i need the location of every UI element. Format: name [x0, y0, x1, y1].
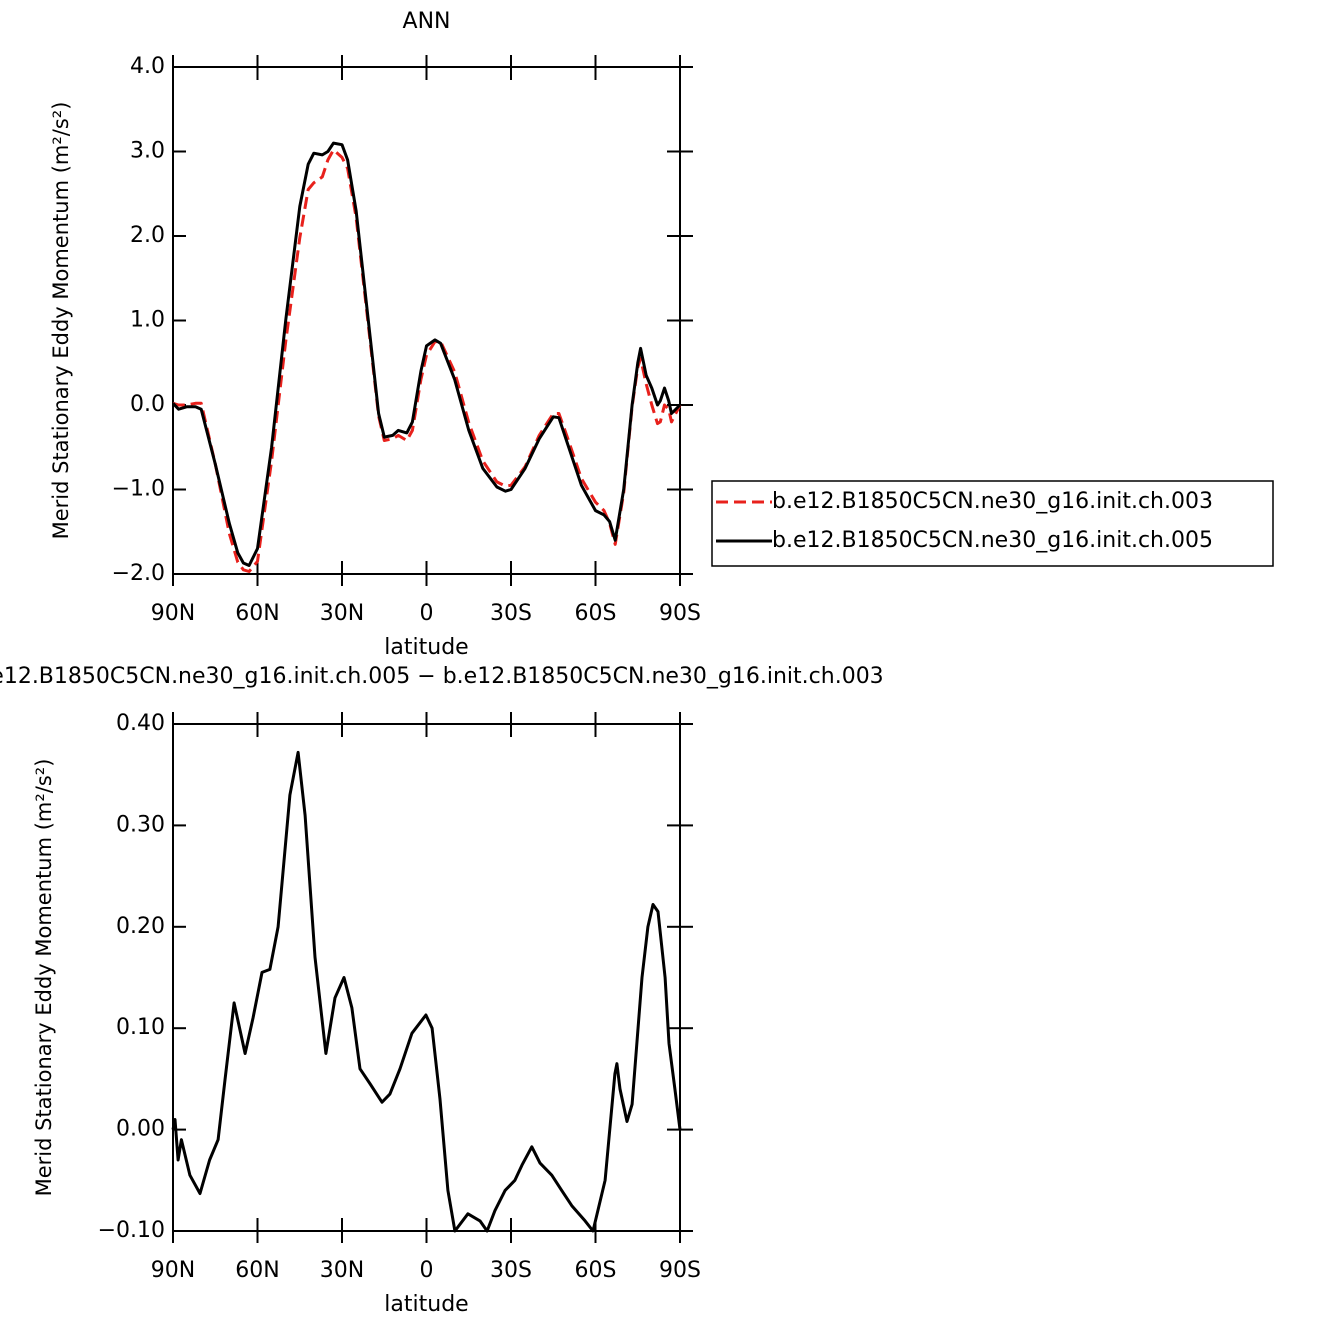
y-axis-label: Merid Stationary Eddy Momentum (m²/s²)	[32, 759, 56, 1197]
x-tick-label: 30S	[490, 1258, 532, 1283]
x-tick-label: 30S	[490, 601, 532, 626]
chart-title: b.e12.B1850C5CN.ne30_g16.init.ch.005 − b…	[0, 664, 884, 689]
y-tick-label: −0.10	[98, 1218, 165, 1243]
data-line	[171, 750, 682, 1233]
y-tick-label: 0.30	[116, 812, 165, 837]
x-tick-label: 60S	[575, 1258, 617, 1283]
y-tick-label: 0.10	[116, 1015, 165, 1040]
data-line	[172, 148, 682, 573]
x-tick-label: 60S	[575, 601, 617, 626]
y-tick-label: 3.0	[130, 139, 165, 164]
y-tick-label: 0.40	[116, 711, 165, 736]
legend-label: b.e12.B1850C5CN.ne30_g16.init.ch.005	[772, 528, 1213, 553]
x-tick-label: 30N	[320, 601, 364, 626]
x-tick-label: 0	[420, 601, 434, 626]
x-axis-label: latitude	[384, 1292, 468, 1317]
legend-box	[711, 480, 1274, 567]
y-tick-label: 2.0	[130, 223, 165, 248]
y-tick-label: 0.0	[130, 392, 165, 417]
x-tick-label: 60N	[235, 1258, 279, 1283]
chart-title: ANN	[403, 9, 451, 34]
x-tick-label: 90N	[151, 601, 195, 626]
y-tick-label: 4.0	[130, 54, 165, 79]
data-line	[171, 141, 682, 567]
x-tick-label: 60N	[235, 601, 279, 626]
y-tick-label: 0.00	[116, 1117, 165, 1142]
y-axis-label: Merid Stationary Eddy Momentum (m²/s²)	[49, 102, 73, 540]
y-tick-label: 1.0	[130, 308, 165, 333]
x-tick-label: 90S	[659, 601, 701, 626]
x-tick-label: 90S	[659, 1258, 701, 1283]
plot-frame	[172, 723, 681, 1232]
x-tick-label: 90N	[151, 1258, 195, 1283]
x-axis-label: latitude	[384, 635, 468, 660]
y-tick-label: 0.20	[116, 914, 165, 939]
legend-label: b.e12.B1850C5CN.ne30_g16.init.ch.003	[772, 489, 1213, 514]
x-tick-label: 0	[420, 1258, 434, 1283]
plot-frame	[172, 66, 681, 575]
x-tick-label: 30N	[320, 1258, 364, 1283]
y-tick-label: −1.0	[112, 477, 165, 502]
y-tick-label: −2.0	[112, 561, 165, 586]
